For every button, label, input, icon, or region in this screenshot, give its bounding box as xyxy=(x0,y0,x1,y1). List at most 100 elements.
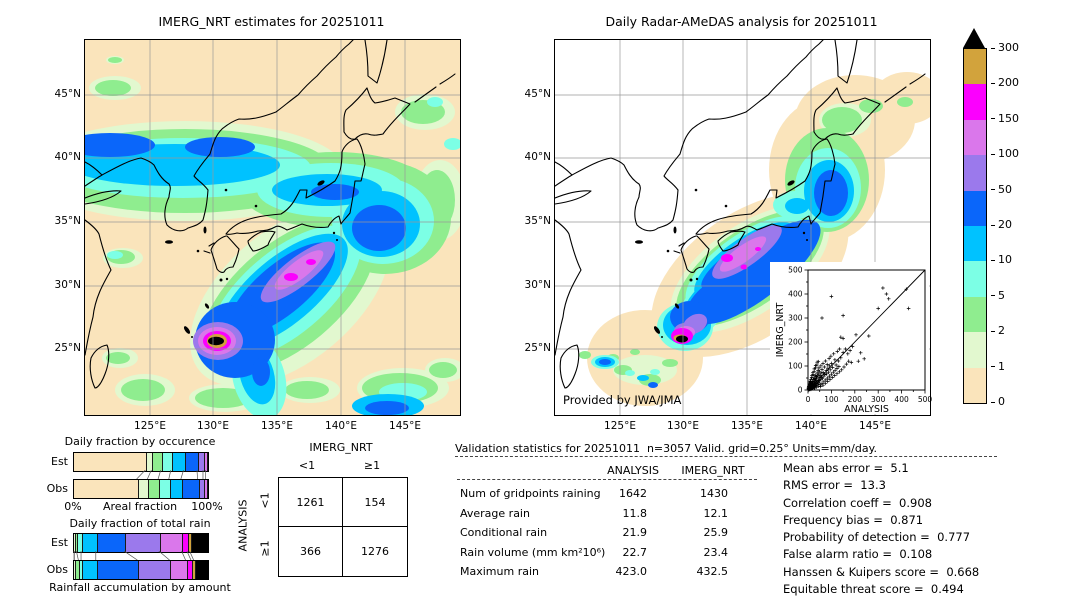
validation-analysis-value: 21.9 xyxy=(622,526,648,540)
score-line: Probability of detection = 0.777 xyxy=(783,530,971,545)
contingency-col-label-lt1: <1 xyxy=(298,459,316,472)
contingency-cell-false: 154 xyxy=(343,478,407,527)
colorbar-overflow-triangle xyxy=(963,28,985,48)
bar-segment xyxy=(159,534,183,552)
bar-segment xyxy=(191,561,195,579)
map-credit: Provided by JWA/JMA xyxy=(563,393,682,407)
header-underline xyxy=(457,479,757,480)
lat-tick-label: 25°N xyxy=(524,342,551,354)
colorbar-tick-label: 300 xyxy=(991,41,1019,54)
colorbar-segment xyxy=(964,155,986,191)
bar-segment xyxy=(203,480,207,498)
svg-text:100: 100 xyxy=(824,395,839,404)
occurrence-axis-min: 0% xyxy=(64,500,82,513)
imerg-precip-field xyxy=(85,40,460,415)
bar-segment xyxy=(138,561,171,579)
svg-text:400: 400 xyxy=(788,290,803,299)
lat-tick-label: 40°N xyxy=(54,151,81,163)
lon-tick-label: 125°E xyxy=(134,420,166,432)
left-map-title: IMERG_NRT estimates for 20251011 xyxy=(158,14,385,29)
colorbar-tick-label: 10 xyxy=(991,253,1012,266)
validation-row: Rain volume (mm km²10⁶) 22.7 23.4 xyxy=(455,546,1015,566)
bar-segment xyxy=(124,534,160,552)
lon-tick-label: 135°E xyxy=(261,420,293,432)
validation-analysis-value: 423.0 xyxy=(615,565,648,579)
lon-tick-label: 135°E xyxy=(731,420,763,432)
validation-col-analysis: ANALYSIS xyxy=(607,464,659,477)
identity-line xyxy=(807,269,926,391)
scatter-axes: 0 100 200 300 400 500 0 100 200 300 400 500 xyxy=(788,266,932,405)
contingency-cell-hits-wet: 1276 xyxy=(361,545,389,558)
svg-text:0: 0 xyxy=(806,395,811,404)
totalrain-obs-bar xyxy=(73,560,209,580)
colorbar-segment xyxy=(964,225,986,262)
colorbar-bar xyxy=(963,48,987,404)
scatter-xlabel: ANALYSIS xyxy=(844,404,889,415)
svg-text:400: 400 xyxy=(894,395,909,404)
validation-imerg-value: 23.4 xyxy=(703,545,729,559)
svg-text:300: 300 xyxy=(871,395,886,404)
totalrain-connectors xyxy=(73,551,207,560)
lon-tick-label: 130°E xyxy=(197,420,229,432)
occurrence-obs-bar xyxy=(73,479,209,499)
svg-text:200: 200 xyxy=(848,395,863,404)
validation-row-label: Rain volume (mm km²10⁶) xyxy=(460,545,606,559)
contingency-col-group: IMERG_NRT xyxy=(309,441,373,454)
contingency-cell-miss: 366 xyxy=(279,527,343,576)
validation-row-label: Conditional rain xyxy=(460,526,548,540)
bar-segment xyxy=(82,534,97,552)
colorbar-segment xyxy=(964,119,986,156)
occurrence-obs-label: Obs xyxy=(46,482,68,495)
score-list: Mean abs error = 5.1 RMS error = 13.3 Corr… xyxy=(783,460,979,598)
bar-segment xyxy=(206,453,208,471)
totalrain-obs-label: Obs xyxy=(46,563,68,576)
bar-segment xyxy=(137,480,149,498)
bar-segment xyxy=(190,534,208,552)
lon-tick-label: 145°E xyxy=(859,420,891,432)
svg-text:500: 500 xyxy=(788,266,803,275)
colorbar-segment xyxy=(964,367,986,403)
colorbar-segment xyxy=(964,332,986,368)
score-line: RMS error = 13.3 xyxy=(783,478,886,493)
bar-segment xyxy=(194,561,208,579)
lat-tick-label: 25°N xyxy=(54,342,81,354)
inset-scatter: 0 100 200 300 400 500 0 100 200 300 400 500 ANALYSI… xyxy=(770,262,932,415)
lon-tick-label: 125°E xyxy=(604,420,636,432)
score-line: Hanssen & Kuipers score = 0.668 xyxy=(783,564,980,579)
lat-tick-label: 35°N xyxy=(524,215,551,227)
bar-segment xyxy=(182,534,188,552)
scatter-points xyxy=(806,286,911,392)
colorbar-tick-label: 2 xyxy=(991,324,1005,337)
occurrence-connectors xyxy=(73,470,207,479)
occurrence-title: Daily fraction by occurence xyxy=(64,435,216,448)
score-line: Frequency bias = 0.871 xyxy=(783,512,924,527)
bar-segment xyxy=(171,453,185,471)
lat-tick-label: 40°N xyxy=(524,151,551,163)
score-line: Mean abs error = 5.1 xyxy=(783,461,909,475)
svg-text:0: 0 xyxy=(798,386,803,395)
contingency-row-label-ge1: ≥1 xyxy=(258,540,272,557)
bar-segment xyxy=(170,561,187,579)
contingency-cell-hits-dry: 1261 xyxy=(279,478,343,527)
svg-text:200: 200 xyxy=(788,338,803,347)
validation-imerg-value: 1430 xyxy=(700,487,728,500)
bar-segment xyxy=(74,480,138,498)
occurrence-axis-max: 100% xyxy=(191,500,223,513)
bar-segment xyxy=(82,561,97,579)
colorbar-segment xyxy=(964,296,986,333)
occurrence-est-bar xyxy=(73,452,209,472)
validation-imerg-value: 432.5 xyxy=(696,565,729,579)
svg-text:500: 500 xyxy=(918,395,933,404)
validation-row-label: Maximum rain xyxy=(460,565,539,579)
imerg-precip-map: 45°N 40°N 35°N 30°N 25°N 125°E 130°E 135°E 140°E… xyxy=(55,39,461,432)
bar-segment xyxy=(74,561,76,579)
radar-amedas-map: Provided by JWA/JMA 45°N 40°N 35°N 30°N 25°N… xyxy=(525,39,931,432)
bar-segment xyxy=(198,480,204,498)
svg-text:300: 300 xyxy=(788,314,803,323)
colorbar-segment xyxy=(964,49,986,85)
bar-segment xyxy=(146,453,153,471)
validation-analysis-value: 22.7 xyxy=(622,545,648,559)
bar-segment xyxy=(77,534,83,552)
lon-tick-label: 140°E xyxy=(325,420,357,432)
colorbar-tick-label: 20 xyxy=(991,218,1012,231)
